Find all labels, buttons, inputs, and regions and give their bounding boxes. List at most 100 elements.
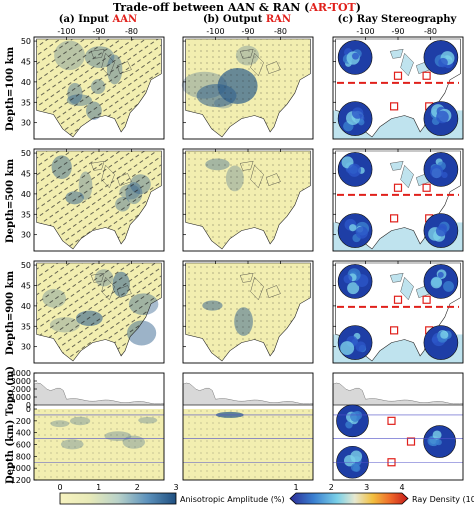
ray-density-blob bbox=[350, 463, 360, 472]
panel-frame bbox=[332, 372, 464, 481]
depth-tick-label: 0 bbox=[26, 405, 31, 414]
ray-colorbar-ticks: 1 2 3 4 bbox=[293, 483, 404, 492]
aniso-tick-label: 1 bbox=[96, 483, 101, 492]
lon-tick-label: -90 bbox=[92, 27, 105, 36]
panel-frame bbox=[33, 372, 165, 481]
topo-tick-label: 1000 bbox=[11, 393, 31, 402]
lat-tick-label: 45 bbox=[21, 169, 31, 178]
lake-outline-2 bbox=[239, 160, 254, 171]
ray-density-blob bbox=[438, 57, 448, 68]
lat-tick-label: 40 bbox=[21, 302, 31, 311]
lake-outline-2 bbox=[90, 48, 105, 59]
aniso-colorbar-label: Anisotropic Amplitude (%) bbox=[180, 495, 285, 504]
ray-density-blob bbox=[441, 171, 448, 179]
map-panel-b-0: -100 -90 -80 bbox=[181, 27, 314, 140]
coastline bbox=[36, 150, 162, 250]
lon-tick-label: -100 bbox=[356, 27, 374, 36]
ray-density-blob bbox=[431, 336, 439, 344]
aniso-colorbar: Anisotropic Amplitude (%) 0 1 2 3 bbox=[57, 483, 285, 505]
lake-outline-1 bbox=[265, 285, 281, 298]
lat-tick-label: 40 bbox=[21, 78, 31, 87]
lake-2 bbox=[389, 160, 404, 171]
lat-tick-label: 45 bbox=[21, 281, 31, 290]
ray-density-blob bbox=[350, 411, 361, 422]
lon-tick-label: -100 bbox=[206, 27, 224, 36]
depth-box-1 bbox=[406, 437, 416, 446]
coastline bbox=[185, 262, 311, 362]
panel-frame bbox=[182, 372, 314, 481]
section-panel-b bbox=[182, 372, 314, 481]
lake-outline-1 bbox=[265, 61, 281, 74]
row-label-500km: Depth=500 km bbox=[5, 159, 16, 244]
aniso-tick-label: 2 bbox=[135, 483, 140, 492]
lake-2 bbox=[389, 272, 404, 283]
ray-density-blob bbox=[355, 226, 368, 239]
depth-tick-label: 400 bbox=[16, 429, 31, 438]
station-box-1 bbox=[422, 183, 431, 192]
lake-outline-0 bbox=[250, 52, 264, 77]
depth-tick-label: 1200 bbox=[11, 476, 31, 485]
lat-tick-label: 50 bbox=[21, 149, 31, 158]
lake-0 bbox=[400, 276, 414, 301]
lake-outline-0 bbox=[101, 164, 115, 189]
lat-tick-label: 30 bbox=[21, 119, 31, 128]
ray-density-blob bbox=[344, 454, 356, 467]
coastline bbox=[185, 150, 311, 250]
coastline bbox=[36, 38, 162, 138]
lon-tick-label: -100 bbox=[57, 27, 75, 36]
topo-tick-label: 2000 bbox=[11, 385, 31, 394]
row-label-900km: Depth=900 km bbox=[5, 271, 16, 356]
lake-0 bbox=[400, 52, 414, 77]
section-anomaly bbox=[69, 416, 91, 426]
ray-stereonet-0 bbox=[337, 264, 373, 299]
ray-density-blob bbox=[343, 274, 353, 284]
ray-colorbar-bar bbox=[289, 492, 409, 505]
station-box-2 bbox=[390, 102, 399, 111]
topo-tick-label: 3000 bbox=[11, 377, 31, 386]
lat-tick-label: 30 bbox=[21, 231, 31, 240]
column-b-header: (b) Output RAN bbox=[203, 14, 291, 25]
ray-density-blob bbox=[355, 341, 366, 352]
ray-density-blob bbox=[435, 225, 447, 237]
station-box-2 bbox=[390, 326, 399, 335]
lat-tick-label: 40 bbox=[21, 190, 31, 199]
lon-tick-label: -90 bbox=[241, 27, 254, 36]
map-panel-c-0: -100 -90 -80 bbox=[332, 27, 464, 140]
lake-outline-1 bbox=[265, 173, 281, 186]
map-panel-c-2 bbox=[332, 260, 464, 364]
station-box-0 bbox=[393, 71, 403, 80]
ray-density-blob bbox=[430, 277, 442, 289]
ray-density-blob bbox=[351, 107, 364, 119]
depth-tick-label: 1000 bbox=[11, 464, 31, 473]
lon-tick-label: -80 bbox=[274, 27, 287, 36]
column-c-header: (c) Ray Stereography bbox=[338, 14, 458, 25]
station-box-0 bbox=[393, 183, 403, 192]
row-label-100km: Depth=100 km bbox=[5, 47, 16, 132]
ray-density-blob bbox=[430, 164, 444, 178]
lon-tick-label: -90 bbox=[391, 27, 404, 36]
lake-outline-2 bbox=[239, 48, 254, 59]
map-panel-b-1 bbox=[182, 148, 314, 252]
section-panel-c bbox=[332, 372, 464, 481]
lat-tick-label: 35 bbox=[21, 98, 31, 107]
map-panel-c-1 bbox=[332, 148, 464, 252]
depth-box-0 bbox=[387, 416, 396, 425]
ray-tick-label: 4 bbox=[399, 483, 404, 492]
lon-tick-label: -80 bbox=[424, 27, 437, 36]
ray-density-blob bbox=[345, 421, 353, 429]
lake-2 bbox=[389, 48, 404, 59]
depth-tick-label: 800 bbox=[16, 452, 31, 461]
map-panel-a-0: -100 -90 -80 30 35 40 45 50 bbox=[21, 27, 165, 140]
aniso-colorbar-ticks: 0 1 2 3 bbox=[57, 483, 178, 492]
aniso-colorbar-bar bbox=[59, 492, 177, 505]
ray-tick-label: 1 bbox=[293, 483, 298, 492]
ray-density-blob bbox=[347, 163, 362, 177]
lat-tick-label: 45 bbox=[21, 57, 31, 66]
topography-profile bbox=[182, 382, 314, 406]
lake-outline-0 bbox=[101, 52, 115, 77]
ray-density-blob bbox=[340, 341, 355, 356]
map-panel-a-1: 30 35 40 45 50 bbox=[21, 148, 165, 252]
lake-outline-1 bbox=[116, 61, 132, 74]
lat-tick-label: 35 bbox=[21, 322, 31, 331]
